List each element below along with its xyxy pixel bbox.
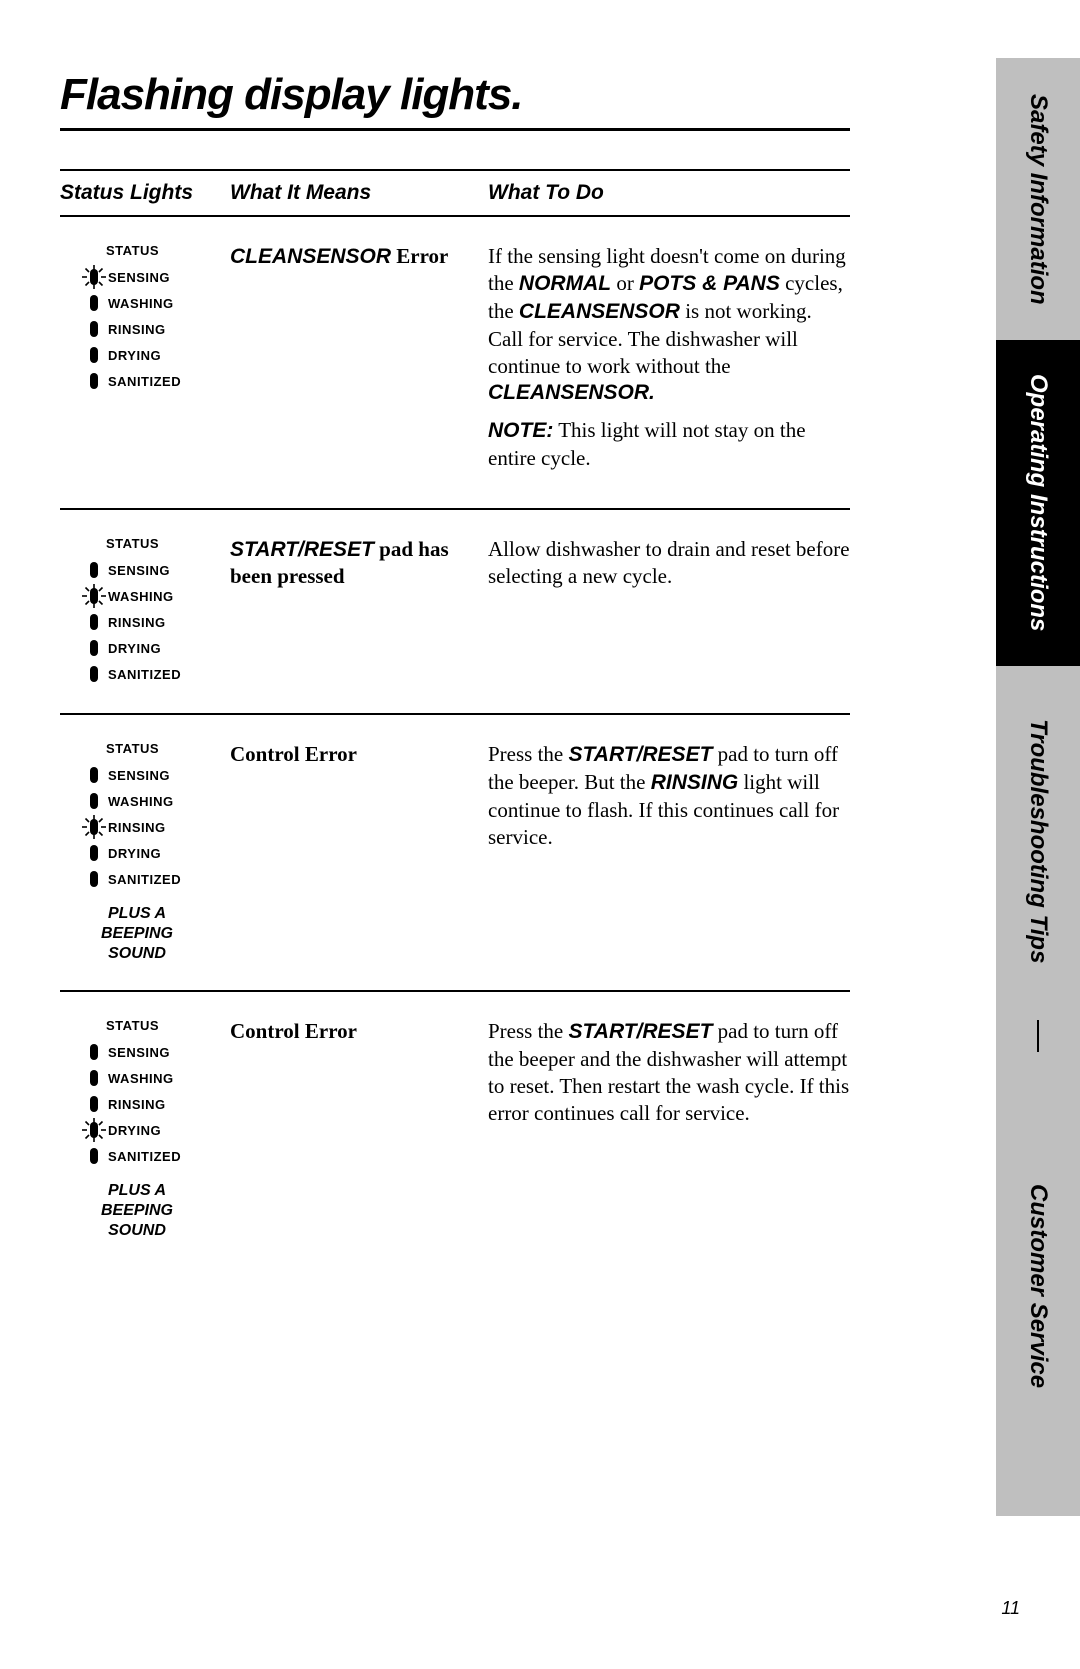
tab-lower-group: Troubleshooting Tips Customer Service bbox=[996, 666, 1080, 1516]
flashing-light-icon bbox=[82, 815, 106, 839]
col-header-means: What It Means bbox=[230, 181, 488, 205]
light-pill-icon bbox=[82, 763, 106, 787]
light-pill-icon bbox=[82, 1066, 106, 1090]
status-light-label: SENSING bbox=[108, 1045, 170, 1060]
status-light-label: RINSING bbox=[108, 322, 166, 337]
rows-container: STATUS SENSING WASHING RINSING DRYING SANITIZ… bbox=[60, 217, 850, 1267]
light-pill-icon bbox=[82, 636, 106, 660]
title-rule bbox=[60, 128, 850, 131]
what-to-do: Press the START/RESET pad to turn off th… bbox=[488, 1018, 850, 1241]
status-line: RINSING bbox=[82, 814, 230, 840]
what-it-means: CLEANSENSOR Error bbox=[230, 243, 488, 482]
status-light-label: RINSING bbox=[108, 615, 166, 630]
status-line: RINSING bbox=[82, 1091, 230, 1117]
light-pill-icon bbox=[82, 558, 106, 582]
status-line: WASHING bbox=[82, 1065, 230, 1091]
col-header-lights: Status Lights bbox=[60, 181, 230, 205]
page-title: Flashing display lights. bbox=[60, 70, 850, 120]
status-light-label: DRYING bbox=[108, 641, 161, 656]
beeping-sound-note: PLUS A BEEPING SOUND bbox=[72, 1181, 202, 1241]
table-header: Status Lights What It Means What To Do bbox=[60, 181, 850, 215]
status-light-label: WASHING bbox=[108, 589, 174, 604]
light-pill-icon bbox=[82, 1040, 106, 1064]
status-light-label: WASHING bbox=[108, 794, 174, 809]
status-lights-block: STATUS SENSING WASHING RINSING DRYING SANITIZ… bbox=[60, 536, 230, 687]
status-heading: STATUS bbox=[106, 536, 230, 551]
tab-separator bbox=[996, 1016, 1080, 1056]
tab-safety: Safety Information bbox=[996, 58, 1080, 340]
trouble-row: STATUS SENSING WASHING RINSING DRYING SANITIZ… bbox=[60, 715, 850, 990]
status-light-label: WASHING bbox=[108, 1071, 174, 1086]
status-heading: STATUS bbox=[106, 1018, 230, 1033]
light-pill-icon bbox=[82, 610, 106, 634]
what-it-means: Control Error bbox=[230, 741, 488, 964]
light-pill-icon bbox=[82, 789, 106, 813]
status-lights-block: STATUS SENSING WASHING RINSING DRYING SANITIZ… bbox=[60, 243, 230, 482]
flashing-light-icon bbox=[82, 1118, 106, 1142]
light-pill-icon bbox=[82, 1092, 106, 1116]
light-pill-icon bbox=[82, 291, 106, 315]
light-pill-icon bbox=[82, 662, 106, 686]
status-light-label: DRYING bbox=[108, 846, 161, 861]
status-line: WASHING bbox=[82, 583, 230, 609]
status-line: SENSING bbox=[82, 762, 230, 788]
trouble-row: STATUS SENSING WASHING RINSING DRYING SANITIZ… bbox=[60, 510, 850, 713]
beeping-sound-note: PLUS A BEEPING SOUND bbox=[72, 904, 202, 964]
status-light-label: SENSING bbox=[108, 563, 170, 578]
status-lights-block: STATUS SENSING WASHING RINSING DRYING SANITIZ… bbox=[60, 741, 230, 964]
col-header-todo: What To Do bbox=[488, 181, 850, 205]
status-line: WASHING bbox=[82, 788, 230, 814]
status-line: RINSING bbox=[82, 316, 230, 342]
status-light-label: WASHING bbox=[108, 296, 174, 311]
status-line: SENSING bbox=[82, 557, 230, 583]
status-light-label: RINSING bbox=[108, 1097, 166, 1112]
status-light-label: SENSING bbox=[108, 768, 170, 783]
status-line: DRYING bbox=[82, 1117, 230, 1143]
status-light-label: SANITIZED bbox=[108, 374, 181, 389]
flashing-light-icon bbox=[82, 265, 106, 289]
status-light-label: SANITIZED bbox=[108, 1149, 181, 1164]
status-light-label: SANITIZED bbox=[108, 667, 181, 682]
status-light-label: SENSING bbox=[108, 270, 170, 285]
status-heading: STATUS bbox=[106, 741, 230, 756]
page-number: 11 bbox=[1001, 1598, 1020, 1619]
tab-customer-service: Customer Service bbox=[996, 1056, 1080, 1516]
status-line: SANITIZED bbox=[82, 368, 230, 394]
header-top-rule bbox=[60, 169, 850, 171]
status-line: SANITIZED bbox=[82, 1143, 230, 1169]
status-light-label: DRYING bbox=[108, 348, 161, 363]
light-pill-icon bbox=[82, 343, 106, 367]
status-lights-block: STATUS SENSING WASHING RINSING DRYING SANITIZ… bbox=[60, 1018, 230, 1241]
what-to-do: Allow dishwasher to drain and reset befo… bbox=[488, 536, 850, 687]
status-line: SANITIZED bbox=[82, 661, 230, 687]
light-pill-icon bbox=[82, 317, 106, 341]
light-pill-icon bbox=[82, 867, 106, 891]
status-line: SENSING bbox=[82, 1039, 230, 1065]
status-line: RINSING bbox=[82, 609, 230, 635]
what-it-means: START/RESET pad has been pressed bbox=[230, 536, 488, 687]
what-to-do: Press the START/RESET pad to turn off th… bbox=[488, 741, 850, 964]
status-line: SENSING bbox=[82, 264, 230, 290]
status-line: SANITIZED bbox=[82, 866, 230, 892]
status-light-label: DRYING bbox=[108, 1123, 161, 1138]
status-line: DRYING bbox=[82, 342, 230, 368]
sidebar-tabs: Safety Information Operating Instruction… bbox=[996, 58, 1080, 1516]
what-to-do: If the sensing light doesn't come on dur… bbox=[488, 243, 850, 482]
status-line: DRYING bbox=[82, 635, 230, 661]
tab-troubleshooting: Troubleshooting Tips bbox=[996, 666, 1080, 1016]
status-heading: STATUS bbox=[106, 243, 230, 258]
status-light-label: SANITIZED bbox=[108, 872, 181, 887]
what-it-means: Control Error bbox=[230, 1018, 488, 1241]
status-line: DRYING bbox=[82, 840, 230, 866]
light-pill-icon bbox=[82, 369, 106, 393]
status-line: WASHING bbox=[82, 290, 230, 316]
page-content: Flashing display lights. Status Lights W… bbox=[60, 70, 850, 1267]
light-pill-icon bbox=[82, 841, 106, 865]
tab-operating-instructions: Operating Instructions bbox=[996, 340, 1080, 666]
status-light-label: RINSING bbox=[108, 820, 166, 835]
light-pill-icon bbox=[82, 1144, 106, 1168]
trouble-row: STATUS SENSING WASHING RINSING DRYING SANITIZ… bbox=[60, 217, 850, 508]
flashing-light-icon bbox=[82, 584, 106, 608]
trouble-row: STATUS SENSING WASHING RINSING DRYING SANITIZ… bbox=[60, 992, 850, 1267]
